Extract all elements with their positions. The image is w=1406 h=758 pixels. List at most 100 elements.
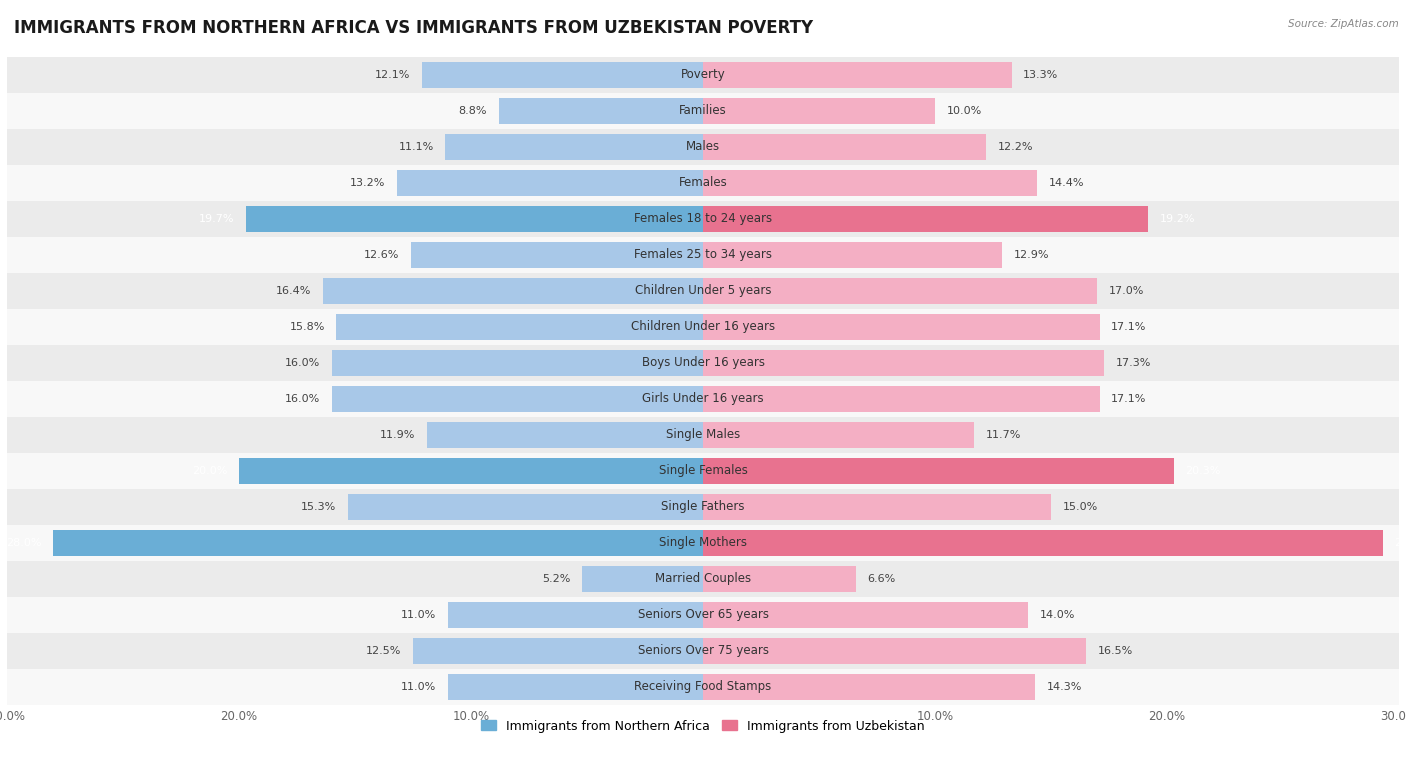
Text: Females 18 to 24 years: Females 18 to 24 years [634, 212, 772, 225]
Bar [703, 422, 974, 448]
Bar [446, 134, 703, 160]
Bar [582, 566, 703, 592]
Text: 11.0%: 11.0% [401, 610, 436, 620]
Bar [7, 236, 1399, 273]
Text: 5.2%: 5.2% [543, 574, 571, 584]
Bar [336, 314, 703, 340]
Text: 28.0%: 28.0% [7, 538, 42, 548]
Text: 15.8%: 15.8% [290, 322, 325, 332]
Bar [703, 242, 1002, 268]
Text: Girls Under 16 years: Girls Under 16 years [643, 393, 763, 406]
Text: 16.4%: 16.4% [276, 286, 311, 296]
Text: 13.3%: 13.3% [1024, 70, 1059, 80]
Text: Families: Families [679, 105, 727, 117]
Text: 17.1%: 17.1% [1111, 394, 1147, 404]
Bar [703, 278, 1098, 304]
Text: 11.7%: 11.7% [986, 430, 1021, 440]
Bar [7, 453, 1399, 489]
Bar [332, 350, 703, 376]
Bar [7, 381, 1399, 417]
Text: Children Under 16 years: Children Under 16 years [631, 321, 775, 334]
Text: 14.3%: 14.3% [1046, 682, 1081, 692]
Bar [7, 93, 1399, 129]
Bar [7, 561, 1399, 597]
Text: Single Mothers: Single Mothers [659, 537, 747, 550]
Text: 17.3%: 17.3% [1116, 358, 1152, 368]
Text: 20.3%: 20.3% [1185, 466, 1220, 476]
Text: Single Females: Single Females [658, 465, 748, 478]
Bar [7, 345, 1399, 381]
Text: 20.0%: 20.0% [193, 466, 228, 476]
Bar [246, 206, 703, 232]
Bar [7, 525, 1399, 561]
Bar [7, 309, 1399, 345]
Text: 12.9%: 12.9% [1014, 250, 1049, 260]
Bar [53, 530, 703, 556]
Bar [7, 273, 1399, 309]
Bar [7, 165, 1399, 201]
Bar [447, 602, 703, 628]
Bar [703, 98, 935, 124]
Bar [703, 350, 1104, 376]
Bar [239, 458, 703, 484]
Text: Single Fathers: Single Fathers [661, 500, 745, 513]
Text: 17.0%: 17.0% [1109, 286, 1144, 296]
Bar [703, 566, 856, 592]
Bar [7, 597, 1399, 633]
Text: Males: Males [686, 140, 720, 153]
Text: Married Couples: Married Couples [655, 572, 751, 585]
Bar [703, 674, 1035, 700]
Text: Females 25 to 34 years: Females 25 to 34 years [634, 249, 772, 262]
Bar [7, 489, 1399, 525]
Text: 14.4%: 14.4% [1049, 178, 1084, 188]
Text: Seniors Over 65 years: Seniors Over 65 years [637, 609, 769, 622]
Text: Poverty: Poverty [681, 68, 725, 81]
Bar [422, 62, 703, 88]
Text: IMMIGRANTS FROM NORTHERN AFRICA VS IMMIGRANTS FROM UZBEKISTAN POVERTY: IMMIGRANTS FROM NORTHERN AFRICA VS IMMIG… [14, 19, 813, 37]
Bar [703, 530, 1382, 556]
Bar [7, 57, 1399, 93]
Text: 11.9%: 11.9% [380, 430, 415, 440]
Bar [427, 422, 703, 448]
Bar [703, 458, 1174, 484]
Text: Source: ZipAtlas.com: Source: ZipAtlas.com [1288, 19, 1399, 29]
Text: Single Males: Single Males [666, 428, 740, 441]
Bar [703, 494, 1052, 520]
Bar [499, 98, 703, 124]
Bar [411, 242, 703, 268]
Bar [7, 633, 1399, 669]
Bar [703, 314, 1099, 340]
Bar [332, 386, 703, 412]
Text: 15.0%: 15.0% [1063, 502, 1098, 512]
Bar [703, 134, 986, 160]
Bar [703, 638, 1085, 664]
Bar [413, 638, 703, 664]
Text: 14.0%: 14.0% [1039, 610, 1074, 620]
Text: 11.1%: 11.1% [399, 142, 434, 152]
Text: 10.0%: 10.0% [946, 106, 981, 116]
Bar [703, 62, 1011, 88]
Bar [7, 129, 1399, 165]
Bar [703, 170, 1038, 196]
Text: 12.2%: 12.2% [998, 142, 1033, 152]
Bar [349, 494, 703, 520]
Text: 8.8%: 8.8% [458, 106, 488, 116]
Bar [7, 417, 1399, 453]
Text: Seniors Over 75 years: Seniors Over 75 years [637, 644, 769, 657]
Text: Boys Under 16 years: Boys Under 16 years [641, 356, 765, 369]
Text: 16.0%: 16.0% [285, 394, 321, 404]
Bar [7, 201, 1399, 236]
Bar [322, 278, 703, 304]
Text: 17.1%: 17.1% [1111, 322, 1147, 332]
Text: 13.2%: 13.2% [350, 178, 385, 188]
Text: 16.0%: 16.0% [285, 358, 321, 368]
Text: 19.2%: 19.2% [1160, 214, 1195, 224]
Text: 11.0%: 11.0% [401, 682, 436, 692]
Bar [396, 170, 703, 196]
Text: 29.3%: 29.3% [1395, 538, 1406, 548]
Text: 12.6%: 12.6% [364, 250, 399, 260]
Text: 16.5%: 16.5% [1098, 646, 1133, 656]
Legend: Immigrants from Northern Africa, Immigrants from Uzbekistan: Immigrants from Northern Africa, Immigra… [477, 715, 929, 738]
Text: Females: Females [679, 177, 727, 190]
Text: 12.1%: 12.1% [375, 70, 411, 80]
